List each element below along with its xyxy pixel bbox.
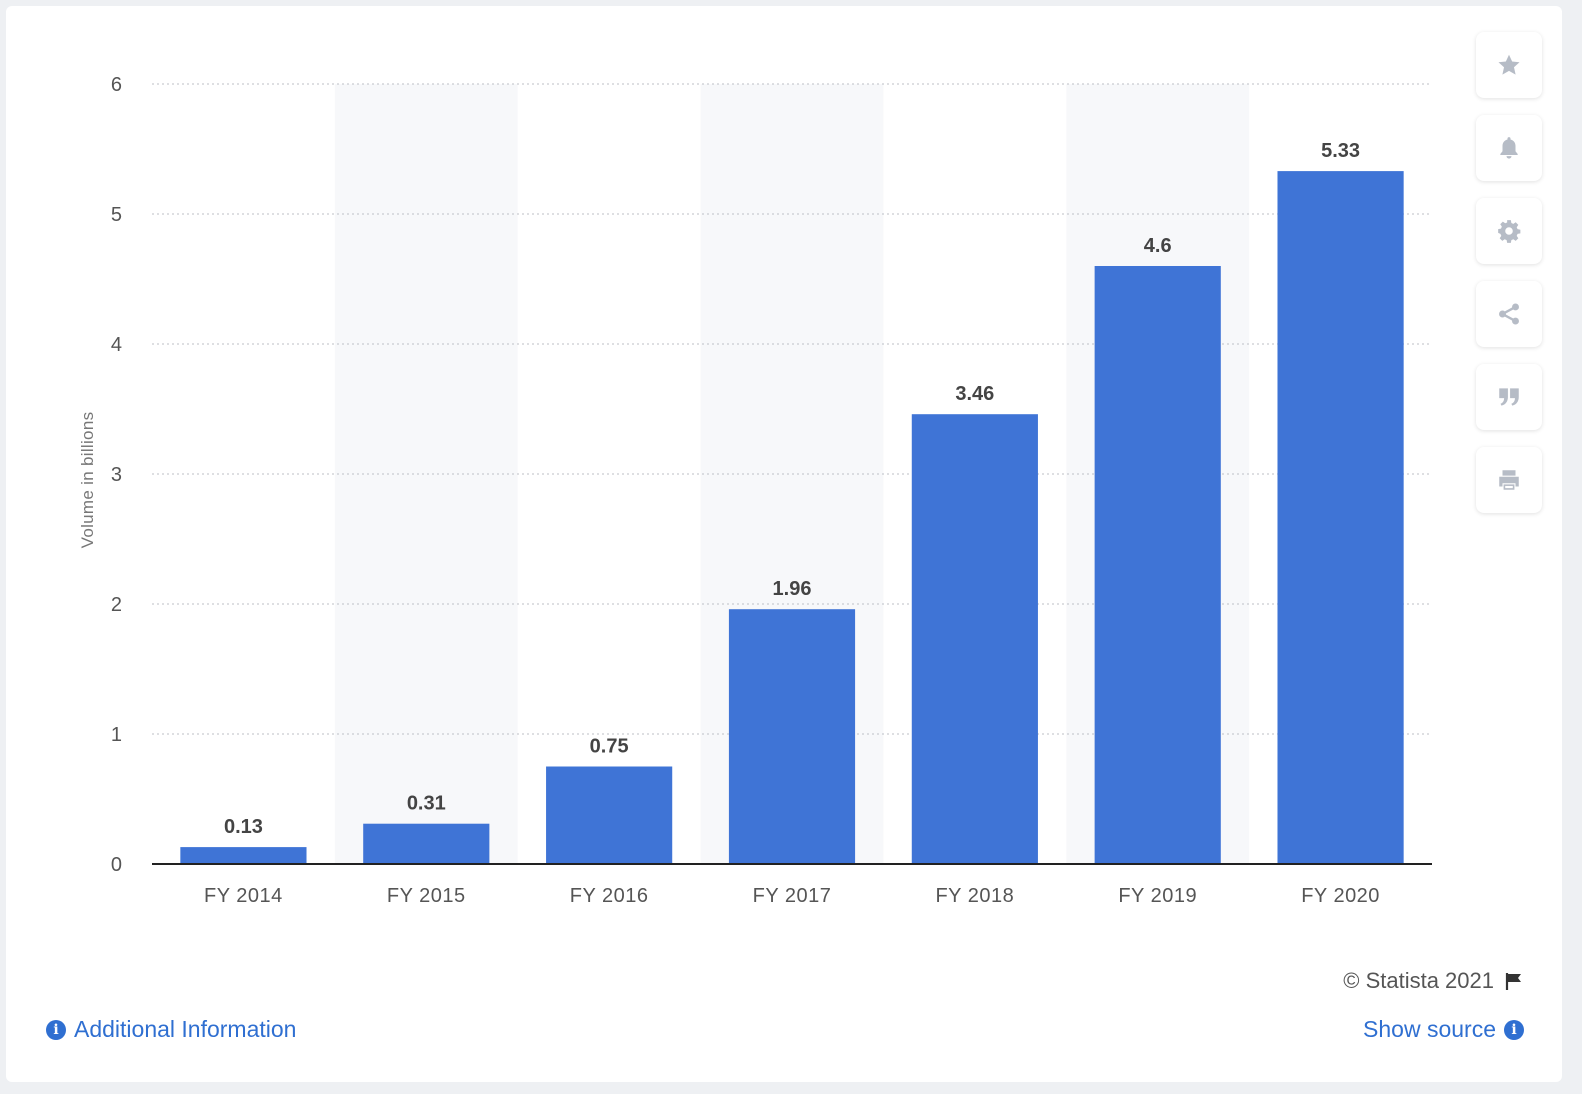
data-label: 0.13 xyxy=(224,816,263,838)
flag-icon xyxy=(1505,973,1521,990)
share-button[interactable] xyxy=(1476,281,1542,347)
cite-button[interactable] xyxy=(1476,364,1542,430)
y-tick-label: 5 xyxy=(111,204,122,226)
share-icon xyxy=(1499,303,1519,325)
y-tick-label: 3 xyxy=(111,464,122,486)
copyright-credit[interactable]: © Statista 2021 xyxy=(1343,968,1524,994)
y-tick-label: 4 xyxy=(111,334,122,356)
show-source-link[interactable]: Show source i xyxy=(1363,1016,1524,1043)
x-tick-label: FY 2014 xyxy=(204,885,283,907)
data-label: 1.96 xyxy=(773,578,812,600)
info-icon: i xyxy=(46,1019,66,1040)
bar xyxy=(546,766,673,864)
x-tick-label: FY 2017 xyxy=(753,885,832,907)
x-tick-label: FY 2016 xyxy=(570,885,649,907)
y-tick-label: 2 xyxy=(111,594,122,616)
x-tick-label: FY 2019 xyxy=(1118,885,1197,907)
bar xyxy=(180,847,307,864)
x-tick-label: FY 2018 xyxy=(935,885,1014,907)
y-tick-label: 0 xyxy=(111,854,122,876)
star-icon xyxy=(1498,54,1520,75)
bar xyxy=(1277,171,1404,865)
show-source-label: Show source xyxy=(1363,1016,1496,1042)
x-tick-label: FY 2020 xyxy=(1301,885,1380,907)
print-button[interactable] xyxy=(1476,447,1542,513)
data-label: 5.33 xyxy=(1321,140,1360,162)
settings-button[interactable] xyxy=(1476,198,1542,264)
quote-icon xyxy=(1499,388,1519,406)
bar xyxy=(363,823,490,864)
data-label: 3.46 xyxy=(955,383,994,405)
gear-icon xyxy=(1498,220,1521,243)
data-label: 0.31 xyxy=(407,793,446,815)
y-tick-label: 6 xyxy=(111,74,122,96)
bar xyxy=(728,609,856,864)
bar xyxy=(1094,266,1221,864)
y-axis-title: Volume in billions xyxy=(78,411,97,549)
additional-information-label: Additional Information xyxy=(74,1016,297,1042)
notification-button[interactable] xyxy=(1476,115,1542,181)
chart-card: 0 1 2 3 4 5 6 0.13 FY 2014 0.31 FY 2015 0.75 FY 2016… xyxy=(6,6,1562,1082)
data-label: 0.75 xyxy=(590,736,629,758)
x-tick-label: FY 2015 xyxy=(387,885,466,907)
favorite-button[interactable] xyxy=(1476,32,1542,98)
bell-icon xyxy=(1500,137,1518,159)
info-icon: i xyxy=(1504,1019,1524,1040)
copyright-text: © Statista 2021 xyxy=(1343,968,1494,993)
bar xyxy=(911,414,1038,864)
bar-chart: 0 1 2 3 4 5 6 0.13 FY 2014 0.31 FY 2015 0.75 FY 2016… xyxy=(111,74,1432,907)
print-icon xyxy=(1499,470,1519,490)
y-tick-label: 1 xyxy=(111,724,122,746)
additional-information-link[interactable]: i Additional Information xyxy=(46,1016,296,1043)
data-label: 4.6 xyxy=(1144,235,1172,257)
